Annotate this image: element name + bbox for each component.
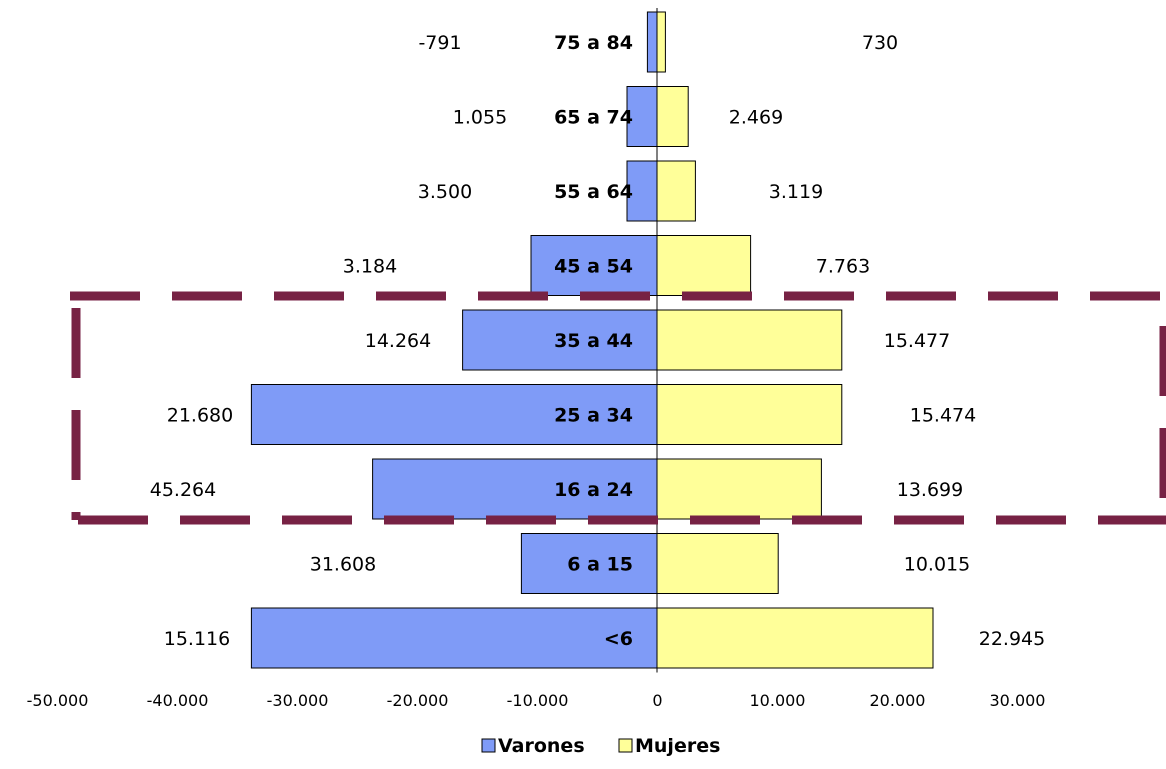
mujeres-bars — [656, 11, 934, 669]
x-tick-label-8: 30.000 — [990, 691, 1046, 710]
category-label-75-a-84: 75 a 84 — [554, 32, 633, 54]
varones-bars — [250, 11, 658, 669]
x-tick-label-1: -40.000 — [147, 691, 209, 710]
category-label-65-a-74: 65 a 74 — [554, 107, 633, 129]
category-label-25-a-34: 25 a 34 — [554, 405, 633, 427]
category-label-35-a-44: 35 a 44 — [554, 330, 633, 352]
value-label-varones-55-a-64: 3.500 — [418, 181, 472, 203]
value-label-varones-25-a-34: 21.680 — [167, 405, 233, 427]
value-label-varones-65-a-74: 1.055 — [453, 107, 507, 129]
category-label-6-a-15: 6 a 15 — [567, 554, 633, 576]
value-label-mujeres-16-a-24: 13.699 — [897, 479, 963, 501]
x-tick-label-2: -30.000 — [267, 691, 329, 710]
value-label-varones-6: 15.116 — [164, 628, 230, 650]
x-tick-label-0: -50.000 — [27, 691, 89, 710]
bar-mujeres-16-a-24 — [656, 458, 822, 520]
bar-mujeres-6 — [656, 607, 934, 669]
bar-mujeres-45-a-54 — [656, 235, 752, 296]
value-label-mujeres-6-a-15: 10.015 — [904, 554, 970, 576]
category-label-45-a-54: 45 a 54 — [554, 256, 633, 278]
bar-varones-75-a-84 — [646, 11, 658, 73]
category-label-6: <6 — [604, 628, 633, 650]
bar-varones-65-a-74 — [626, 86, 658, 147]
x-tick-label-6: 10.000 — [750, 691, 806, 710]
value-label-varones-75-a-84: -791 — [418, 32, 461, 54]
legend-swatch-mujeres — [618, 738, 633, 753]
bar-mujeres-55-a-64 — [656, 160, 696, 222]
value-label-mujeres-75-a-84: 730 — [862, 32, 898, 54]
highlight-dashed-box — [70, 291, 1166, 525]
value-label-mujeres-65-a-74: 2.469 — [729, 107, 783, 129]
bar-mujeres-35-a-44 — [656, 309, 843, 371]
value-label-mujeres-6: 22.945 — [979, 628, 1045, 650]
legend: Varones Mujeres — [481, 735, 720, 757]
legend-label-mujeres: Mujeres — [635, 735, 720, 757]
value-label-mujeres-55-a-64: 3.119 — [769, 181, 823, 203]
category-labels: 75 a 84 65 a 74 55 a 64 45 a 54 35 a 44 25 a … — [554, 32, 633, 650]
value-label-varones-6-a-15: 31.608 — [310, 554, 376, 576]
bar-varones-6 — [250, 607, 658, 669]
legend-label-varones: Varones — [498, 735, 585, 757]
bar-varones-6-a-15 — [520, 533, 658, 594]
bar-mujeres-75-a-84 — [656, 11, 666, 73]
legend-swatch-varones — [481, 738, 496, 753]
value-label-mujeres-25-a-34: 15.474 — [910, 405, 976, 427]
bar-mujeres-6-a-15 — [656, 533, 779, 594]
x-tick-label-3: -20.000 — [387, 691, 449, 710]
category-label-16-a-24: 16 a 24 — [554, 479, 633, 501]
bar-mujeres-65-a-74 — [656, 86, 689, 147]
bar-varones-45-a-54 — [530, 235, 658, 296]
x-tick-label-5: 0 — [652, 691, 662, 710]
value-label-varones-16-a-24: 45.264 — [150, 479, 216, 501]
value-labels: -791 730 1.055 2.469 3.500 3.119 3.184 7.763 14.… — [150, 32, 1045, 650]
bar-varones-25-a-34 — [250, 384, 658, 445]
bar-mujeres-25-a-34 — [656, 384, 843, 445]
value-label-varones-45-a-54: 3.184 — [343, 256, 397, 278]
x-tick-label-4: -10.000 — [507, 691, 569, 710]
x-axis-tick-labels: -50.000 -40.000 -30.000 -20.000 -10.000 0 10.0… — [27, 691, 1046, 710]
value-label-varones-35-a-44: 14.264 — [365, 330, 431, 352]
value-label-mujeres-45-a-54: 7.763 — [816, 256, 870, 278]
bar-varones-35-a-44 — [462, 309, 658, 371]
bar-varones-16-a-24 — [372, 458, 658, 520]
x-tick-label-7: 20.000 — [870, 691, 926, 710]
category-label-55-a-64: 55 a 64 — [554, 181, 633, 203]
value-label-mujeres-35-a-44: 15.477 — [884, 330, 950, 352]
